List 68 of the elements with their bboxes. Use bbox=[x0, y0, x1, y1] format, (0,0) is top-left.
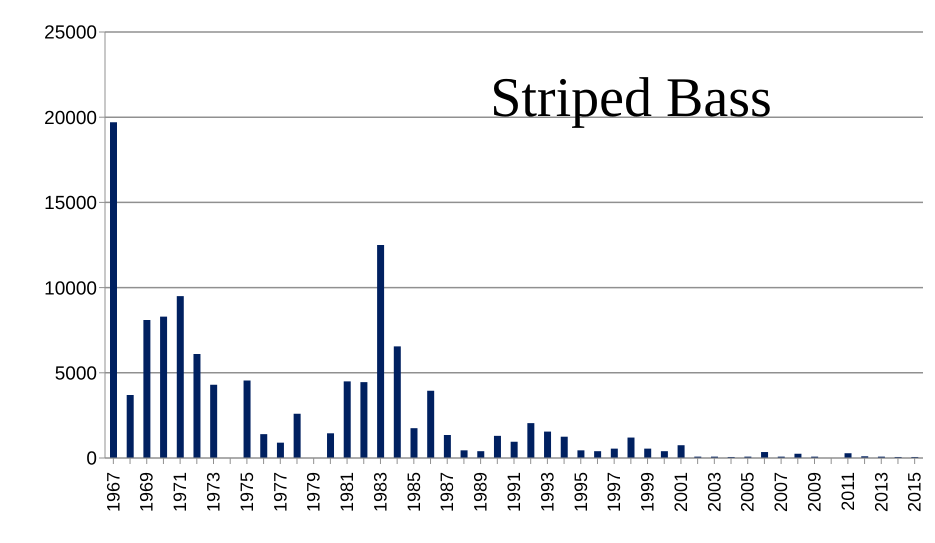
bar bbox=[276, 442, 284, 458]
x-tick-label: 2013 bbox=[871, 472, 892, 512]
x-tick-label: 1989 bbox=[470, 472, 491, 512]
x-tick-label: 2003 bbox=[704, 472, 724, 512]
bar bbox=[460, 450, 468, 458]
y-tick-label: 20000 bbox=[44, 108, 97, 129]
x-tick-label: 1971 bbox=[170, 472, 190, 512]
bar bbox=[160, 316, 168, 458]
bar bbox=[560, 436, 568, 458]
bar bbox=[327, 433, 334, 458]
x-tick-label: 1967 bbox=[103, 472, 124, 512]
bar bbox=[444, 434, 451, 458]
bar bbox=[544, 432, 552, 458]
bar bbox=[628, 438, 635, 458]
x-tick-label: 1991 bbox=[504, 472, 524, 512]
x-tick-label: 1999 bbox=[638, 472, 658, 512]
bar bbox=[410, 428, 418, 458]
bar bbox=[143, 320, 150, 458]
bar bbox=[660, 451, 668, 458]
bar bbox=[527, 423, 534, 458]
bar bbox=[761, 452, 768, 458]
y-tick-label: 5000 bbox=[54, 364, 97, 385]
bar bbox=[510, 442, 518, 458]
x-tick-label: 1993 bbox=[537, 472, 558, 512]
bar bbox=[494, 436, 501, 458]
y-tick-label: 15000 bbox=[44, 193, 97, 214]
x-tick-label: 2015 bbox=[904, 472, 925, 512]
x-tick-label: 1983 bbox=[370, 472, 390, 512]
bar bbox=[260, 434, 268, 458]
bar bbox=[360, 382, 368, 458]
bar bbox=[193, 354, 200, 458]
bar bbox=[678, 445, 685, 458]
bar bbox=[394, 346, 401, 458]
bar bbox=[294, 414, 301, 458]
bar bbox=[477, 451, 484, 458]
x-tick-label: 2001 bbox=[670, 472, 691, 512]
bar bbox=[210, 384, 218, 458]
x-tick-label: 1977 bbox=[270, 472, 290, 512]
text: Striped Bass bbox=[489, 66, 773, 131]
bar bbox=[577, 450, 584, 458]
bar bbox=[110, 122, 117, 458]
bar bbox=[644, 448, 652, 458]
x-tick-label: 1973 bbox=[204, 472, 224, 512]
bar bbox=[594, 451, 602, 458]
x-tick-label: 1985 bbox=[404, 472, 424, 512]
x-tick-label: 1995 bbox=[570, 472, 591, 512]
bar bbox=[176, 296, 184, 458]
x-tick-label: 1987 bbox=[437, 472, 458, 512]
bar bbox=[844, 453, 852, 458]
x-tick-label: 2011 bbox=[838, 472, 858, 511]
y-tick-label: 25000 bbox=[44, 22, 97, 44]
x-tick-label: 2005 bbox=[738, 472, 758, 512]
bar bbox=[427, 390, 434, 458]
bar bbox=[377, 245, 384, 458]
bar bbox=[244, 380, 251, 458]
x-tick-label: 1969 bbox=[136, 472, 157, 512]
x-tick-label: 1997 bbox=[604, 472, 624, 512]
bar bbox=[344, 381, 351, 458]
x-tick-label: 2007 bbox=[771, 472, 792, 512]
x-tick-label: 1979 bbox=[304, 472, 324, 512]
y-tick-label: 0 bbox=[86, 448, 97, 470]
bar bbox=[610, 448, 618, 458]
y-tick-label: 10000 bbox=[44, 278, 97, 300]
x-tick-label: 1975 bbox=[236, 472, 257, 512]
x-tick-label: 1981 bbox=[337, 472, 358, 512]
bar bbox=[126, 394, 134, 458]
x-tick-label: 2009 bbox=[804, 472, 824, 512]
bar bbox=[794, 454, 802, 458]
